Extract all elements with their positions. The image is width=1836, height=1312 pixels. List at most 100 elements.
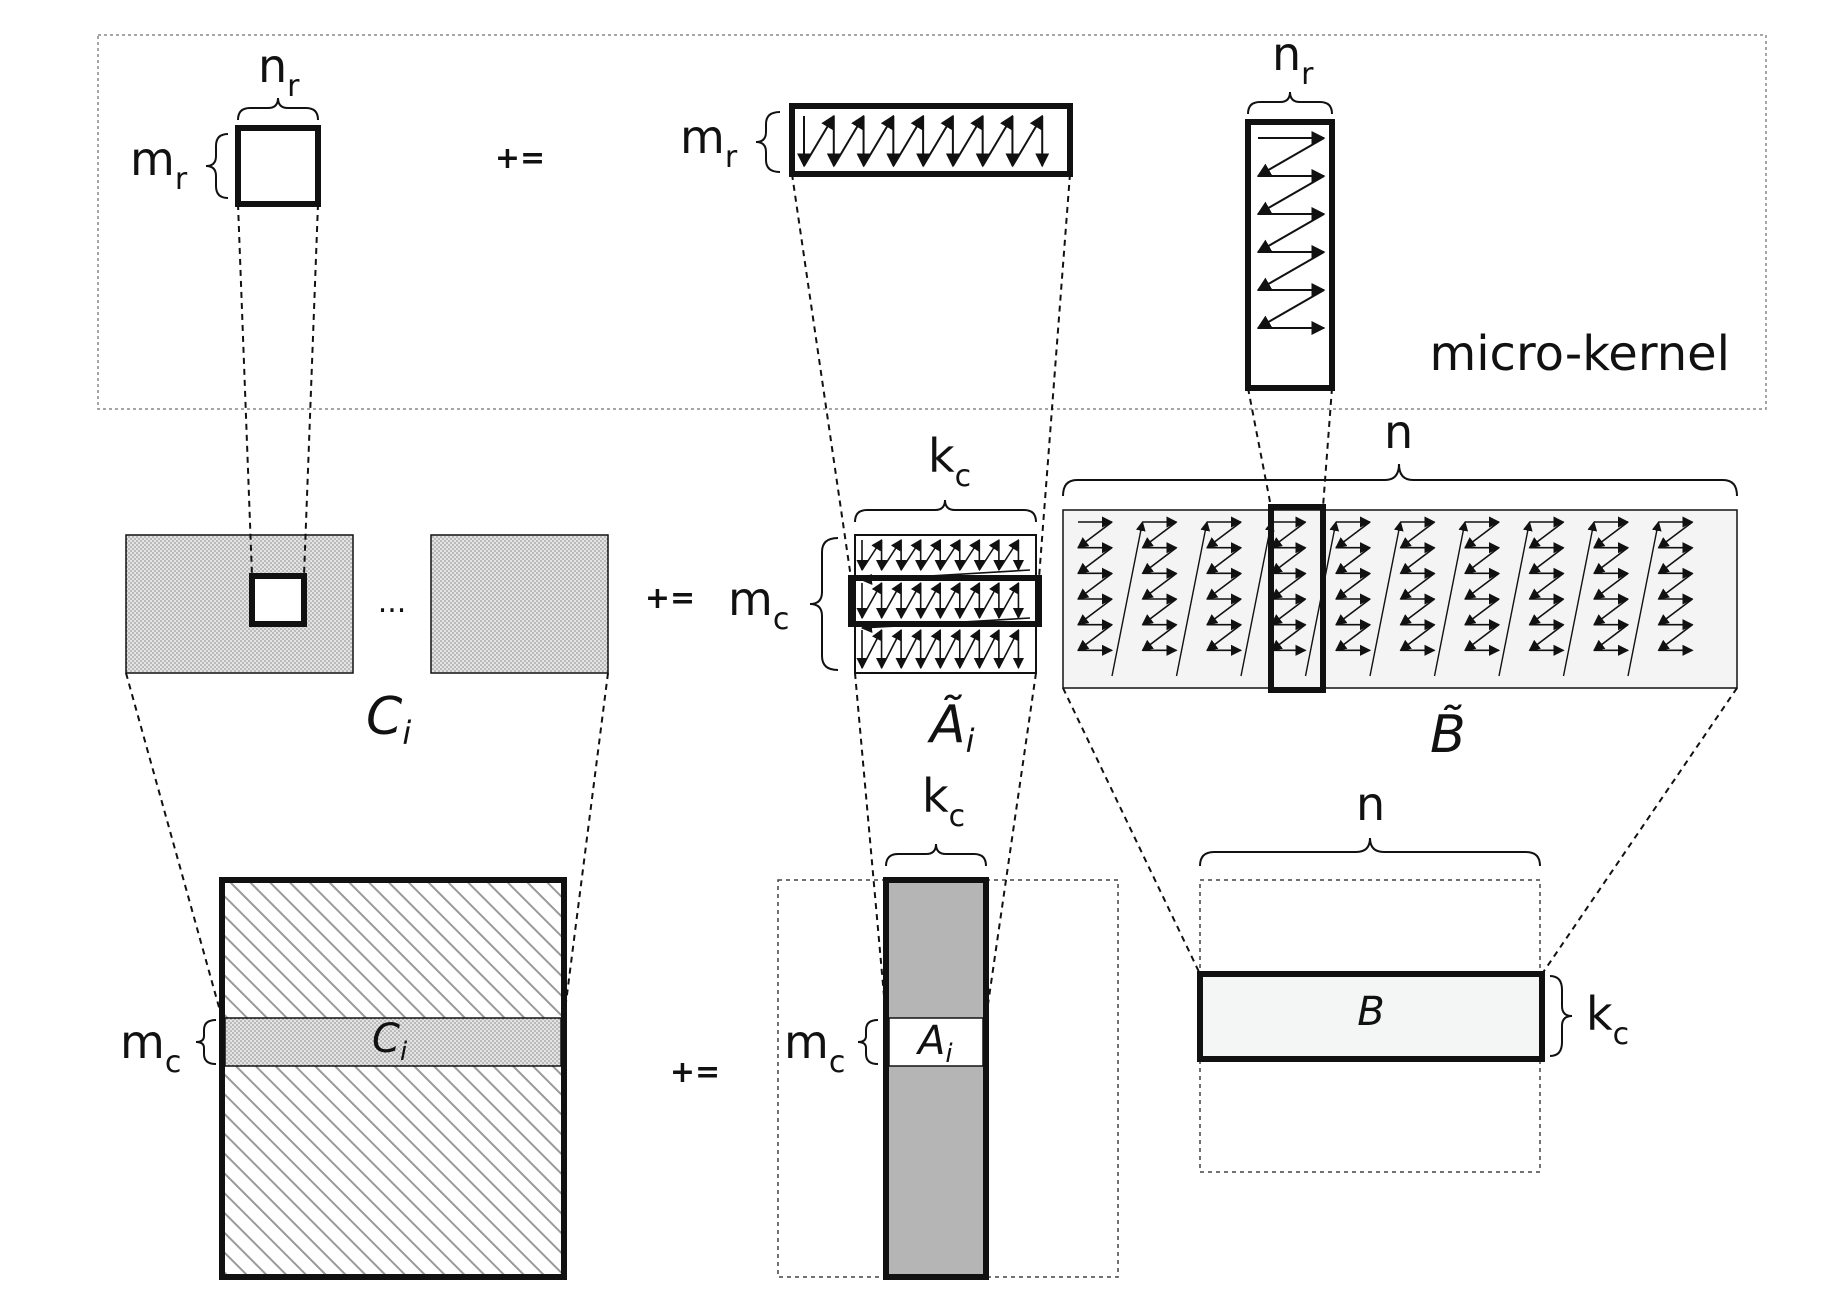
zigzag-arrow bbox=[939, 582, 961, 619]
zigzag-arrow bbox=[939, 629, 961, 669]
ci-row-label: Ci bbox=[372, 1016, 408, 1067]
zigzag-arrow bbox=[1011, 114, 1044, 167]
zigzag-arrow bbox=[1399, 521, 1435, 549]
zigzag-arrow bbox=[1335, 598, 1371, 626]
a-tilde-height-label: mc bbox=[728, 572, 789, 637]
zigzag-arrow bbox=[1528, 521, 1564, 549]
zigzag-arrow bbox=[952, 114, 984, 167]
a-panel-width-brace bbox=[885, 843, 987, 867]
zigzag-arrow bbox=[1498, 521, 1533, 677]
zigzag-arrow bbox=[1464, 547, 1500, 575]
ci-ellipsis: ... bbox=[378, 585, 407, 620]
zigzag-arrow bbox=[1256, 289, 1325, 329]
middle-row: ... Ci += kc mc Ãi n B̃ bbox=[125, 405, 1738, 765]
b-tilde-label: B̃ bbox=[1430, 704, 1466, 765]
b-tilde-zigzag-arrows bbox=[1077, 516, 1694, 677]
a-micro-height-label: mr bbox=[680, 110, 738, 175]
zigzag-arrow bbox=[1657, 624, 1693, 652]
connector-b-micro-right bbox=[1322, 387, 1333, 508]
zigzag-arrow bbox=[959, 629, 981, 669]
ci-label: Ci bbox=[366, 687, 411, 752]
a-panel-width-label: kc bbox=[922, 769, 965, 834]
zigzag-arrow bbox=[832, 114, 865, 167]
ci-gap-cover bbox=[354, 533, 430, 675]
connector-ci-left bbox=[125, 672, 223, 1019]
connector-c-micro-right bbox=[303, 203, 319, 577]
ai-block bbox=[888, 1017, 984, 1067]
c-micro-width-label: nr bbox=[258, 39, 300, 104]
zigzag-arrow bbox=[1433, 521, 1469, 677]
a-tilde-width-brace bbox=[854, 499, 1037, 523]
zigzag-arrow bbox=[919, 539, 941, 571]
b-panel bbox=[1197, 971, 1545, 1062]
c-micro-width-brace bbox=[237, 97, 319, 121]
b-panel-label: B bbox=[1357, 989, 1384, 1035]
zigzag-arrow bbox=[1270, 572, 1306, 600]
zigzag-arrow bbox=[1335, 521, 1371, 549]
zigzag-arrow bbox=[1111, 521, 1146, 677]
bottom-plus-equals: += bbox=[670, 1055, 720, 1090]
c-micro-tile bbox=[235, 125, 321, 207]
b-micro-width-brace bbox=[1247, 91, 1333, 115]
zigzag-arrow bbox=[1206, 624, 1242, 652]
c-micro-tile-in-ci bbox=[249, 573, 307, 627]
micro-kernel-plus-equals: += bbox=[495, 141, 545, 176]
micro-kernel-title: micro-kernel bbox=[1429, 326, 1730, 382]
ai-height-brace bbox=[857, 1019, 879, 1065]
zigzag-arrow bbox=[1270, 624, 1306, 652]
zigzag-arrow bbox=[861, 582, 883, 619]
bottom-row: Ci mc += Ai kc mc B n kc bbox=[120, 769, 1629, 1280]
zigzag-arrow bbox=[981, 114, 1014, 167]
zigzag-arrow bbox=[862, 114, 895, 167]
zigzag-arrow bbox=[1593, 624, 1629, 652]
zigzag-arrow bbox=[1464, 624, 1500, 652]
b-tilde-width-label: n bbox=[1384, 405, 1413, 459]
a-panel bbox=[883, 877, 989, 1280]
b-micro-width-label: nr bbox=[1272, 27, 1314, 92]
zigzag-arrow bbox=[1141, 598, 1177, 626]
zigzag-arrow bbox=[1141, 521, 1177, 549]
b-matrix-width-label: n bbox=[1356, 777, 1385, 831]
zigzag-arrow bbox=[1175, 521, 1211, 677]
zigzag-arrow bbox=[1256, 213, 1325, 253]
a-tilde-width-label: kc bbox=[928, 429, 971, 494]
ci-row-height-brace bbox=[195, 1019, 217, 1065]
connector-a-tilde-right bbox=[985, 672, 1037, 1019]
zigzag-arrow bbox=[998, 539, 1020, 571]
b-panel-height-label: kc bbox=[1586, 987, 1629, 1052]
zigzag-arrow bbox=[1206, 547, 1242, 575]
zigzag-arrow bbox=[1335, 624, 1371, 652]
zigzag-arrow bbox=[1399, 598, 1435, 626]
a-tilde-zigzag-arrows bbox=[856, 539, 1031, 670]
zigzag-arrow bbox=[1562, 521, 1598, 677]
zigzag-arrow bbox=[1141, 547, 1177, 575]
zigzag-arrow bbox=[1657, 521, 1693, 549]
zigzag-arrow bbox=[1256, 137, 1325, 177]
zigzag-arrow bbox=[1464, 598, 1500, 626]
zigzag-arrow bbox=[919, 582, 941, 619]
zigzag-arrow bbox=[880, 539, 902, 571]
micro-kernel-frame bbox=[97, 34, 1767, 410]
zigzag-arrow bbox=[1528, 572, 1564, 600]
zigzag-arrow bbox=[978, 629, 1000, 669]
zigzag-arrow bbox=[1206, 598, 1242, 626]
zigzag-arrow bbox=[1335, 572, 1371, 600]
a-micro-zigzag-arrows bbox=[797, 114, 1050, 168]
zigzag-arrow bbox=[978, 539, 1000, 571]
zigzag-arrow bbox=[1593, 547, 1629, 575]
zigzag-arrow bbox=[1657, 598, 1693, 626]
zigzag-arrow bbox=[1141, 624, 1177, 652]
zigzag-arrow bbox=[1369, 521, 1404, 677]
a-tilde-height-brace bbox=[809, 537, 839, 671]
micro-kernel-panel: micro-kernel nr mr += mr nr bbox=[97, 27, 1767, 410]
middle-plus-equals: += bbox=[645, 581, 695, 616]
b-tilde-highlighted-column bbox=[1268, 504, 1326, 693]
zigzag-arrow bbox=[1256, 175, 1325, 215]
c-matrix bbox=[219, 877, 567, 1280]
c-micro-height-brace bbox=[205, 133, 229, 199]
connector-lines bbox=[125, 173, 1738, 1019]
zigzag-arrow bbox=[861, 629, 883, 669]
connector-b-tilde-left bbox=[1062, 687, 1201, 975]
ci-block-right bbox=[430, 534, 609, 674]
